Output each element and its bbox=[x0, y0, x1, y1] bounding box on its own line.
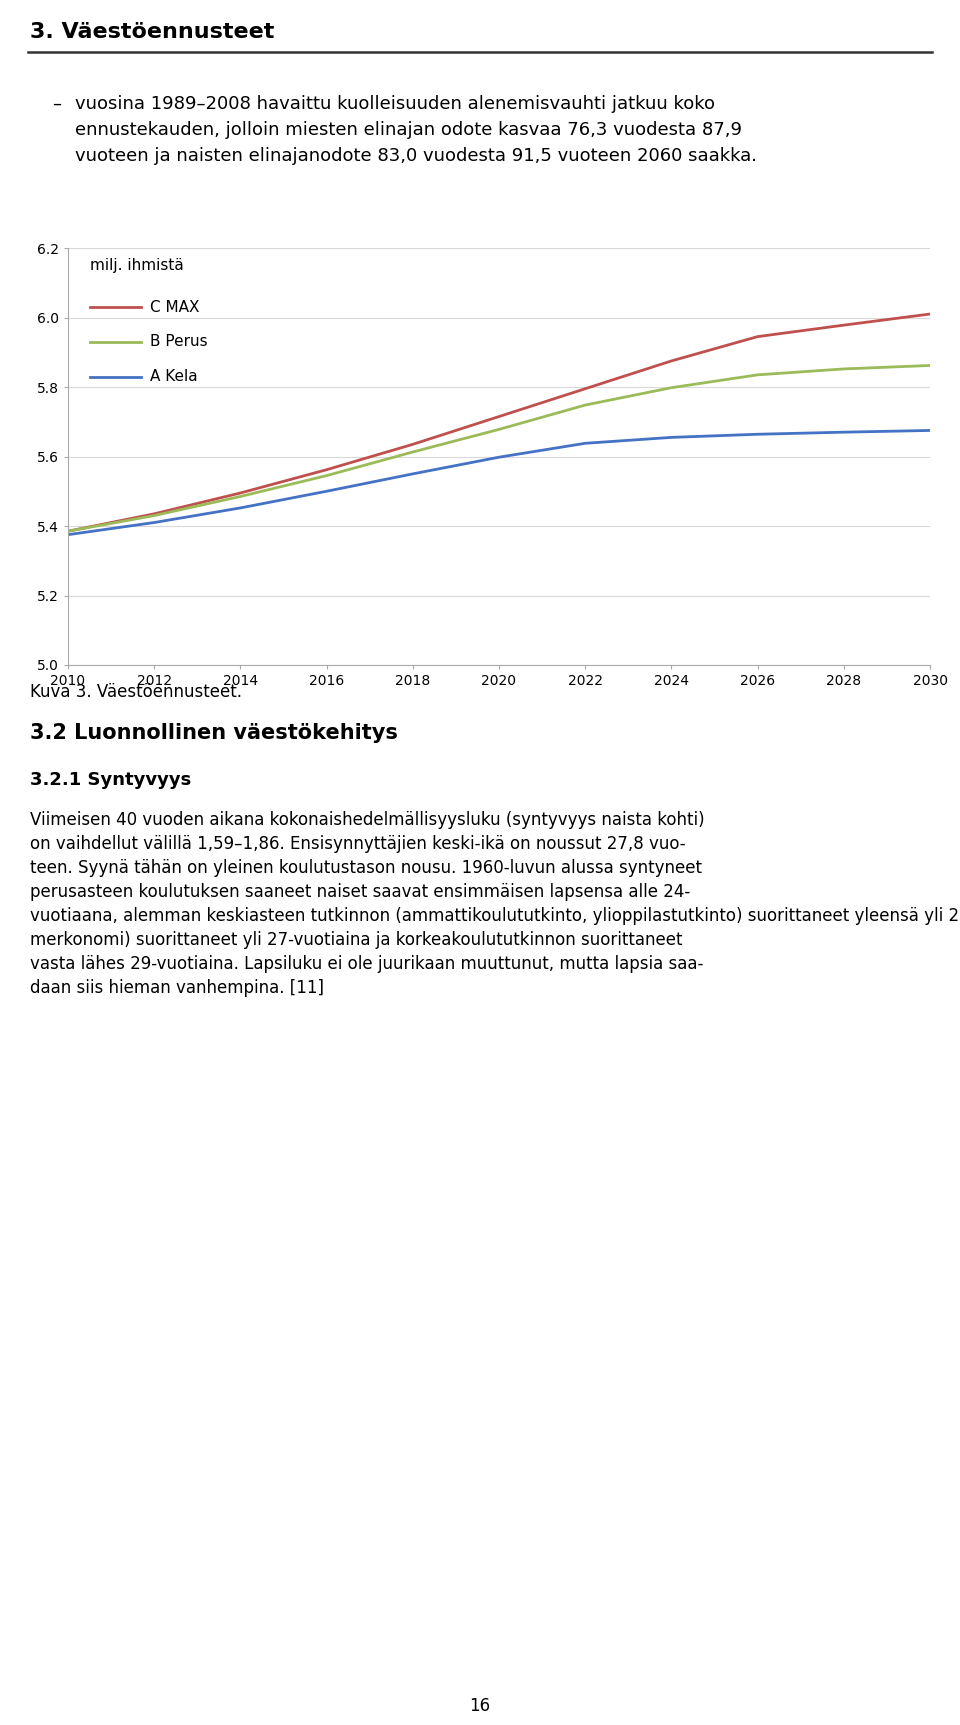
Text: daan siis hieman vanhempina. [11]: daan siis hieman vanhempina. [11] bbox=[30, 980, 324, 997]
Text: merkonomi) suorittaneet yli 27-vuotiaina ja korkeakoulututkinnon suorittaneet: merkonomi) suorittaneet yli 27-vuotiaina… bbox=[30, 932, 683, 949]
Text: 3.2.1 Syntyvyys: 3.2.1 Syntyvyys bbox=[30, 771, 191, 788]
Text: vuotiaana, alemman keskiasteen tutkinnon (ammattikoulututkinto, ylioppilastutkin: vuotiaana, alemman keskiasteen tutkinnon… bbox=[30, 907, 960, 925]
Text: 3. Väestöennusteet: 3. Väestöennusteet bbox=[30, 22, 275, 41]
Text: teen. Syynä tähän on yleinen koulutustason nousu. 1960-luvun alussa syntyneet: teen. Syynä tähän on yleinen koulutustas… bbox=[30, 859, 702, 876]
Text: Kuva 3. Väestöennusteet.: Kuva 3. Väestöennusteet. bbox=[30, 683, 242, 700]
Text: C MAX: C MAX bbox=[150, 300, 200, 314]
Text: vasta lähes 29-vuotiaina. Lapsiluku ei ole juurikaan muuttunut, mutta lapsia saa: vasta lähes 29-vuotiaina. Lapsiluku ei o… bbox=[30, 956, 704, 973]
Text: ennustekauden, jolloin miesten elinajan odote kasvaa 76,3 vuodesta 87,9: ennustekauden, jolloin miesten elinajan … bbox=[75, 121, 742, 140]
Text: 3.2 Luonnollinen väestökehitys: 3.2 Luonnollinen väestökehitys bbox=[30, 723, 397, 743]
Text: –: – bbox=[52, 95, 61, 114]
Text: on vaihdellut välillä 1,59–1,86. Ensisynnyttäjien keski-ikä on noussut 27,8 vuo-: on vaihdellut välillä 1,59–1,86. Ensisyn… bbox=[30, 835, 685, 852]
Text: B Perus: B Perus bbox=[150, 335, 207, 350]
Text: 16: 16 bbox=[469, 1697, 491, 1715]
Text: Viimeisen 40 vuoden aikana kokonaishedelmällisyysluku (syntyvyys naista kohti): Viimeisen 40 vuoden aikana kokonaishedel… bbox=[30, 811, 705, 830]
Text: perusasteen koulutuksen saaneet naiset saavat ensimmäisen lapsensa alle 24-: perusasteen koulutuksen saaneet naiset s… bbox=[30, 883, 690, 900]
Text: milj. ihmistä: milj. ihmistä bbox=[89, 259, 183, 274]
Text: vuoteen ja naisten elinajanodote 83,0 vuodesta 91,5 vuoteen 2060 saakka.: vuoteen ja naisten elinajanodote 83,0 vu… bbox=[75, 147, 757, 166]
Text: vuosina 1989–2008 havaittu kuolleisuuden alenemisvauhti jatkuu koko: vuosina 1989–2008 havaittu kuolleisuuden… bbox=[75, 95, 715, 114]
Text: A Kela: A Kela bbox=[150, 369, 198, 385]
